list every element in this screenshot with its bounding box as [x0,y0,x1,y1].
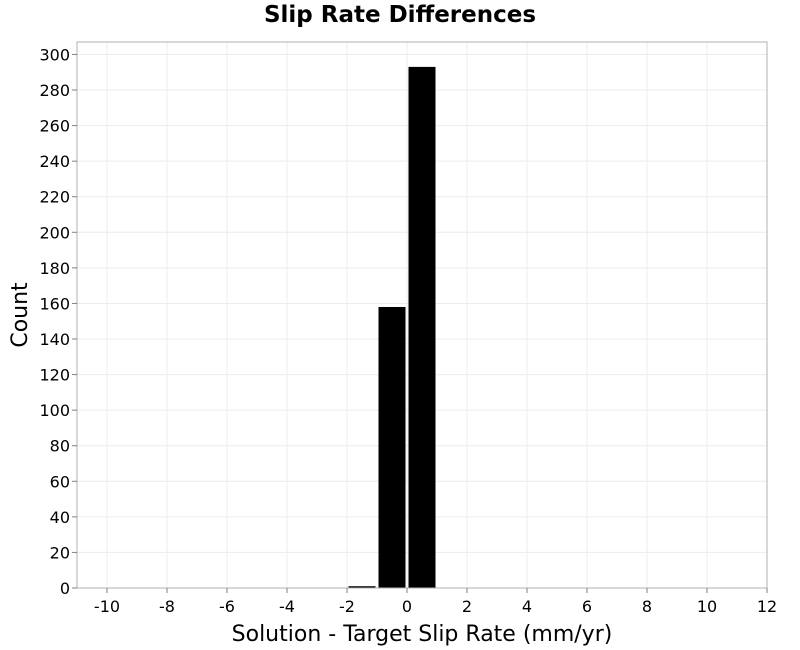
y-tick-label: 160 [39,294,70,313]
y-tick-label: 140 [39,330,70,349]
y-axis-title: Count [8,282,33,348]
plot-frame [76,41,768,589]
histogram-bar [408,66,436,588]
y-tick-label: 100 [39,401,70,420]
x-tick-label: 4 [522,597,532,616]
y-tick-label: 20 [50,543,70,562]
y-tick-label: 260 [39,117,70,136]
y-tick-label: 0 [60,579,70,598]
chart-title: Slip Rate Differences [263,2,537,28]
y-tick-label: 120 [39,366,70,385]
x-tick-label: 12 [757,597,777,616]
x-tick-label: -2 [339,597,355,616]
x-tick-label: 0 [402,597,412,616]
histogram-bar [378,306,406,588]
x-tick-label: 6 [582,597,592,616]
x-tick-label: -8 [159,597,175,616]
axis-ticks: -10 -8 -6 -4 -2 0 2 4 6 8 10 1202040608010012014016… [39,45,777,616]
y-tick-label: 240 [39,152,70,171]
y-tick-label: 300 [39,45,70,64]
y-tick-label: 40 [50,508,70,527]
x-tick-label: -4 [279,597,295,616]
y-tick-label: 280 [39,81,70,100]
x-tick-label: 10 [697,597,717,616]
x-tick-label: -6 [219,597,235,616]
x-tick-label: 8 [642,597,652,616]
bars [348,66,436,588]
y-tick-label: 180 [39,259,70,278]
x-tick-label: -10 [94,597,120,616]
x-tick-label: 2 [462,597,472,616]
x-axis-title: Solution - Target Slip Rate (mm/yr) [232,622,613,647]
y-tick-label: 60 [50,472,70,491]
y-tick-label: 220 [39,188,70,207]
y-tick-label: 200 [39,223,70,242]
histogram-bar [348,586,376,588]
y-tick-label: 80 [50,437,70,456]
